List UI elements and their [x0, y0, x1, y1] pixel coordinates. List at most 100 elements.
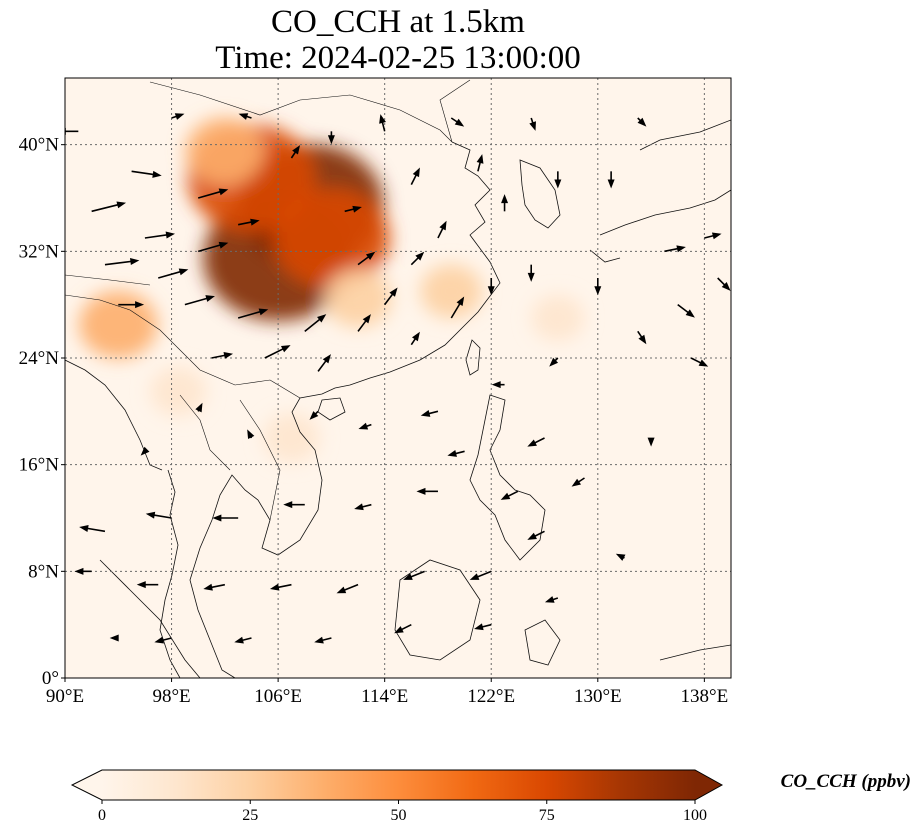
colorbar-tick-label: 25 [242, 807, 258, 824]
concentration-field [79, 117, 585, 463]
wind-arrow [501, 194, 509, 212]
plume-5 [324, 268, 392, 328]
colorbar-min-extension [72, 770, 102, 800]
wind-arrow [594, 278, 602, 296]
coastline-sumatra [99, 559, 201, 678]
wind-arrow [358, 422, 372, 430]
x-axis-ticks: 90°E 98°E 106°E 114°E 122°E 130°E 138°E [46, 678, 728, 707]
wind-arrow [136, 581, 159, 589]
wind-arrow [314, 636, 332, 644]
title-line-1: CO_CCH at 1.5km [271, 4, 525, 40]
wind-arrow [527, 264, 535, 282]
wind-arrow [118, 301, 145, 309]
wind-arrow [154, 636, 172, 644]
plume-7 [79, 290, 158, 359]
colorbar-label: CO_CCH (ppbv) [781, 771, 911, 792]
wind-arrow [327, 131, 335, 145]
wind-arrow [549, 357, 559, 367]
wind-arrow [247, 429, 255, 440]
wind-arrow [211, 352, 234, 359]
wind-arrow [91, 201, 127, 213]
colorbar-tick-label: 100 [683, 807, 707, 824]
wind-arrow [717, 277, 731, 291]
wind-arrow [290, 145, 301, 159]
wind-arrow [384, 287, 398, 306]
wind-arrow [410, 167, 420, 186]
wind-arrow [403, 570, 425, 580]
wind-arrow [171, 113, 185, 120]
wind-arrow [529, 117, 536, 131]
wind-arrow [357, 314, 371, 332]
wind-vectors [65, 113, 731, 644]
wind-arrow [104, 258, 140, 266]
wind-arrow [195, 402, 203, 413]
y-tick-label: 32°N [19, 241, 60, 262]
wind-arrow [544, 596, 559, 603]
wind-arrow [469, 570, 492, 580]
wind-arrow [336, 583, 359, 594]
x-tick-label: 90°E [46, 686, 84, 707]
wind-arrow [420, 410, 439, 417]
wind-arrow [140, 446, 150, 456]
wind-arrow [203, 583, 225, 591]
map-title: CO_CCH at 1.5km Time: 2024-02-25 13:00:0… [65, 4, 731, 76]
colorbar-tick-label: 50 [391, 807, 407, 824]
wind-arrow [450, 117, 465, 127]
wind-arrow [212, 514, 239, 522]
plume-4 [185, 117, 265, 186]
wind-arrow [704, 232, 722, 240]
y-tick-label: 0° [42, 668, 59, 689]
x-tick-label: 130°E [574, 686, 622, 707]
title-line-2: Time: 2024-02-25 13:00:00 [215, 40, 581, 76]
wind-arrow [283, 501, 305, 509]
x-tick-label: 114°E [361, 686, 408, 707]
coastline-hainan [317, 397, 346, 421]
wind-arrow [647, 437, 655, 447]
y-tick-label: 24°N [19, 348, 60, 369]
colorbar-tick-label: 75 [539, 807, 555, 824]
coastline-borneo [394, 559, 481, 661]
wind-arrow [527, 530, 545, 540]
colorbar-ticks: 0 25 50 75 100 [98, 800, 707, 824]
wind-arrow [304, 314, 327, 332]
wind-arrow [237, 308, 269, 319]
wind-arrow [269, 583, 292, 591]
wind-arrow [131, 170, 162, 178]
wind-arrow [357, 251, 376, 266]
wind-arrow [637, 117, 647, 127]
colorbar: 0 25 50 75 100 CO_CCH (ppbv) [70, 769, 911, 824]
wind-arrow [379, 114, 386, 132]
wind-arrow [109, 634, 119, 642]
wind-arrow [500, 490, 519, 500]
coastline-sulawesi [524, 619, 561, 666]
y-axis-ticks: 0° 8°N 16°N 24°N 32°N 40°N [19, 135, 65, 689]
wind-arrow [416, 487, 438, 495]
y-tick-label: 16°N [19, 455, 60, 476]
wind-arrow [158, 268, 189, 279]
wind-arrow [410, 251, 425, 266]
wind-arrow [450, 296, 465, 319]
y-tick-label: 8°N [28, 561, 59, 582]
plume-8 [263, 413, 320, 463]
map-frame [64, 77, 732, 679]
wind-arrow [571, 477, 585, 487]
wind-arrow [197, 188, 229, 199]
wind-arrow [527, 437, 545, 447]
wind-arrow [487, 278, 495, 296]
wind-arrow [238, 113, 252, 120]
map-panel [65, 78, 731, 678]
coastline-philippines [469, 394, 546, 561]
wind-arrow [197, 241, 229, 253]
colorbar-body [102, 770, 695, 800]
wind-arrow [664, 245, 686, 253]
wind-arrow [437, 220, 447, 239]
wind-arrow [491, 381, 505, 389]
wind-arrow [447, 450, 465, 457]
x-tick-label: 106°E [254, 686, 302, 707]
wind-arrow [309, 410, 319, 420]
wind-arrow [234, 636, 252, 644]
x-tick-label: 138°E [681, 686, 729, 707]
wind-arrow [184, 295, 215, 306]
plume-6 [420, 264, 483, 319]
